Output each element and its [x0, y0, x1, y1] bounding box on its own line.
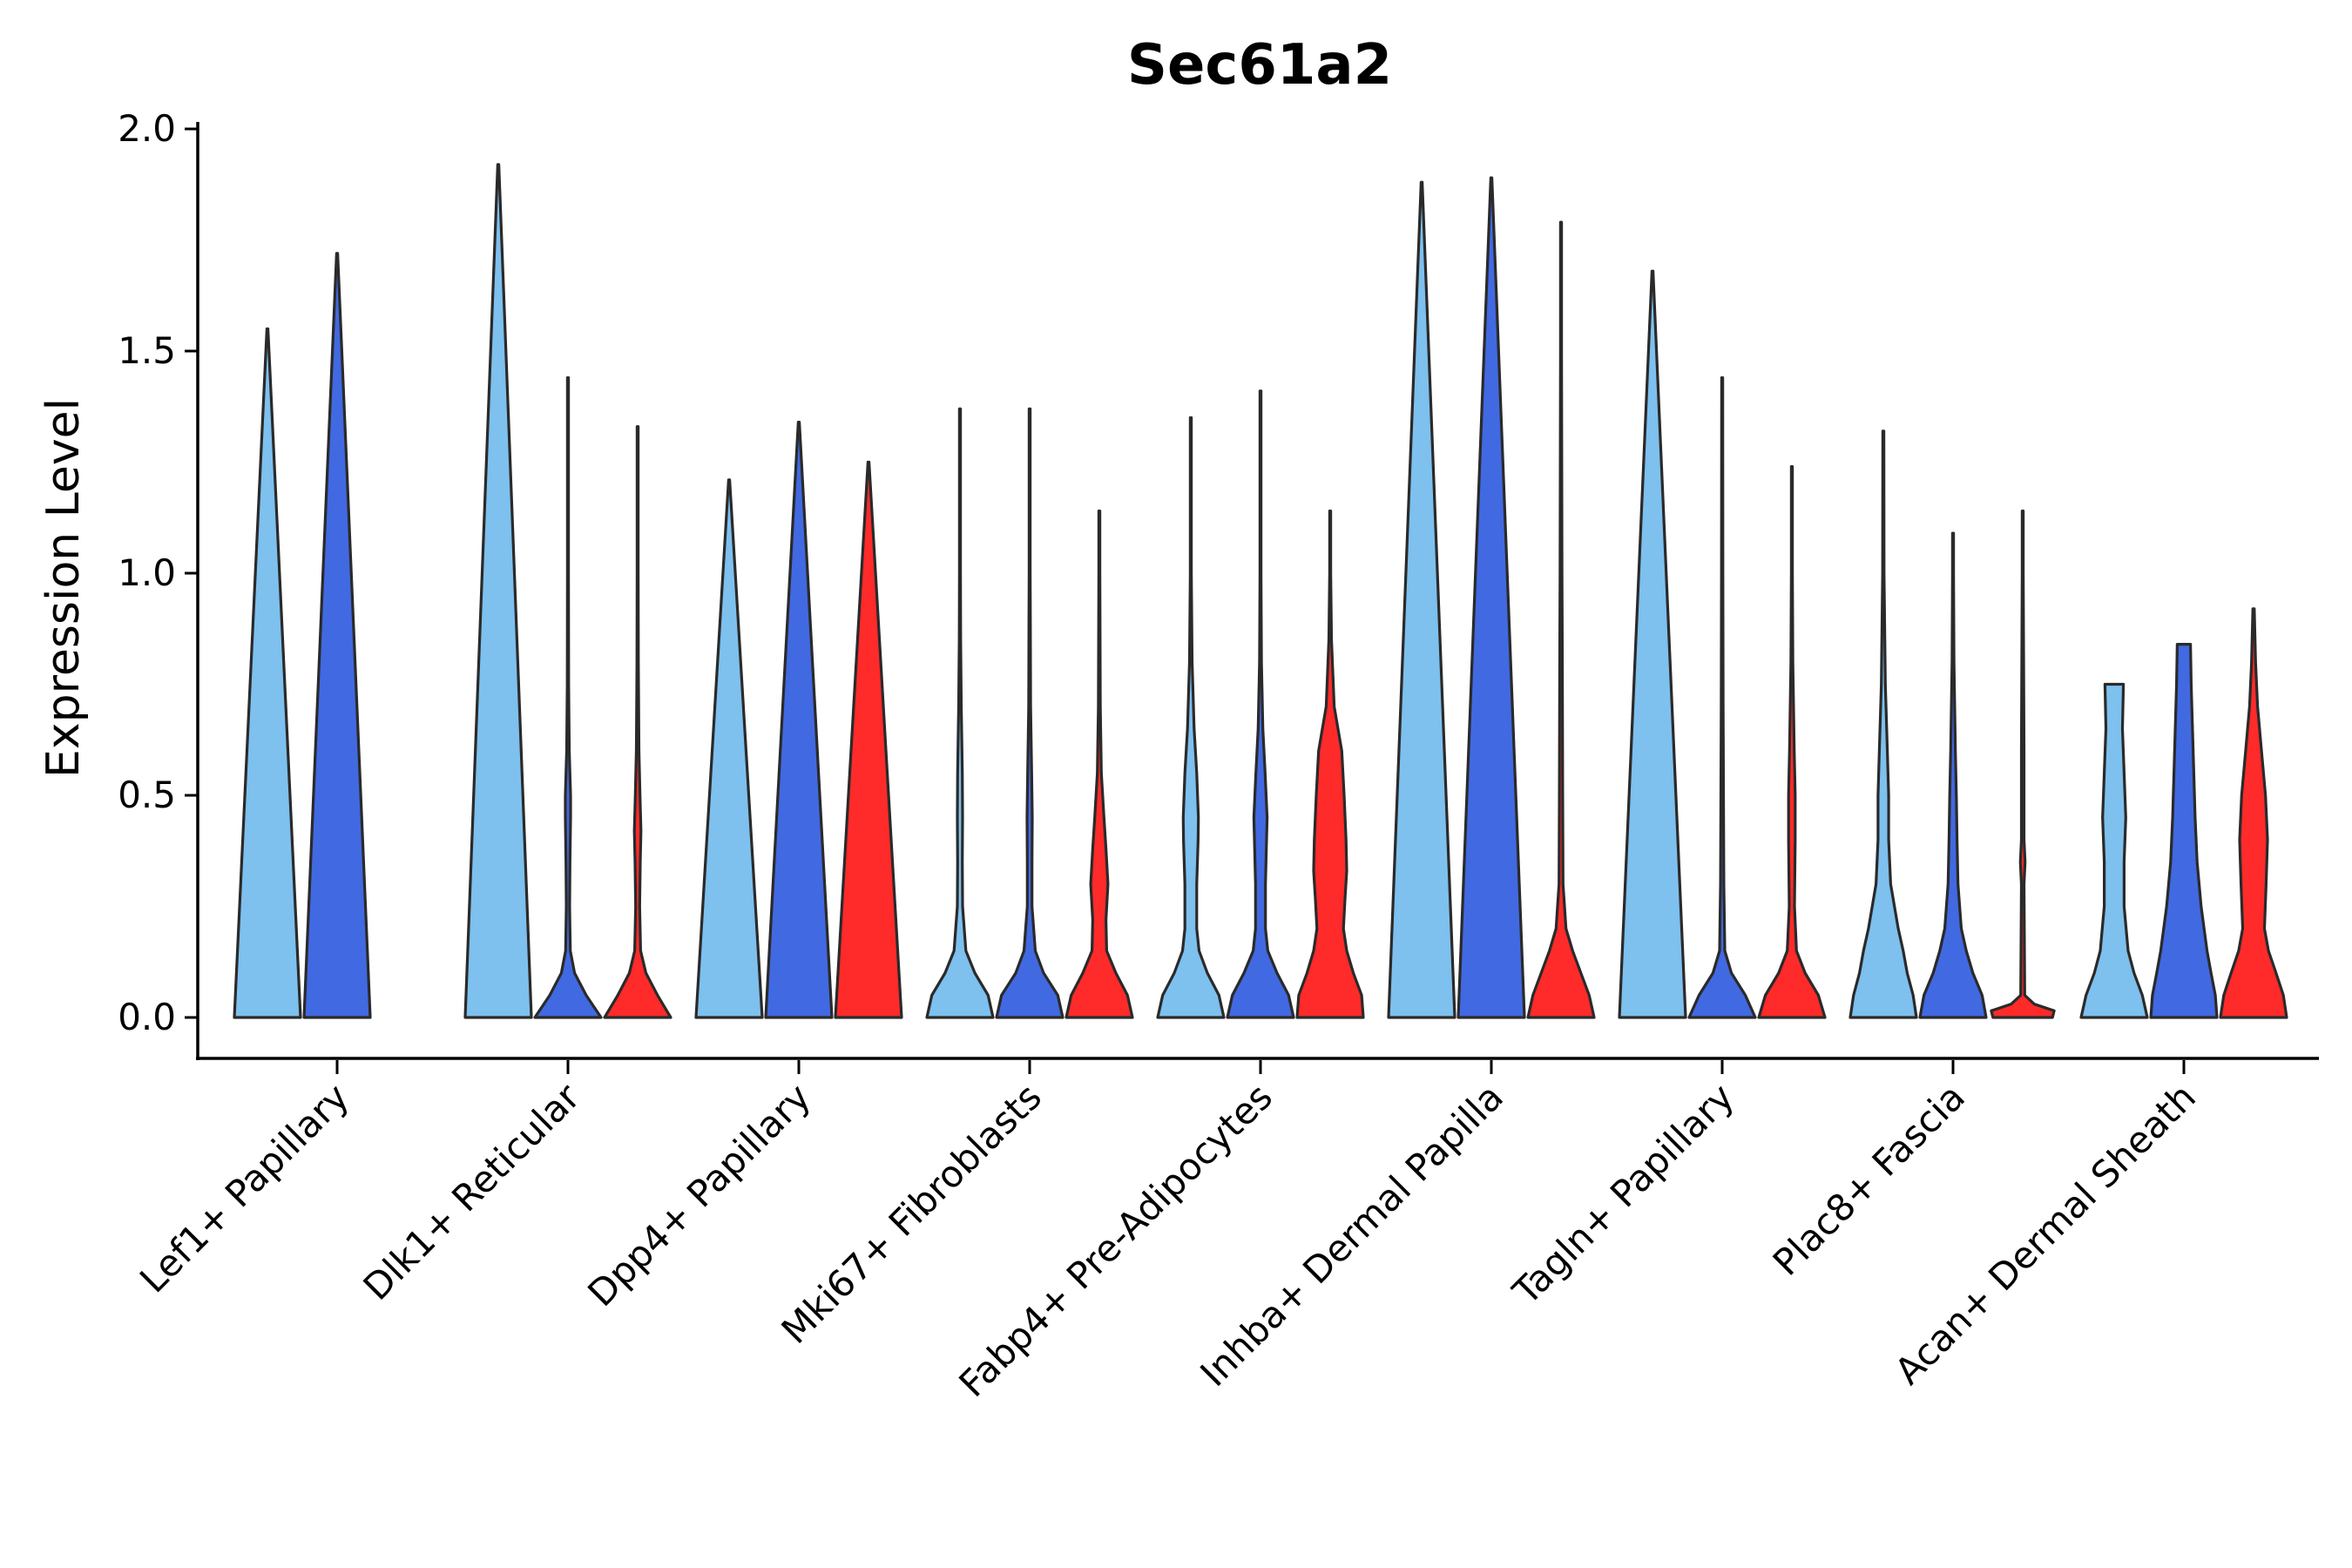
violin-0-0 [233, 327, 302, 1019]
violin-5-0 [1387, 180, 1456, 1019]
violin-7-0 [1848, 429, 1918, 1019]
y-tick-label-2: 1.0 [118, 551, 176, 594]
chart-title: Sec61a2 [1127, 33, 1392, 98]
axes [196, 122, 2319, 1060]
violin-1-0 [463, 163, 533, 1019]
y-axis-label: Expression Level [37, 398, 90, 778]
violin-2-0 [694, 478, 764, 1019]
y-tick-label-0: 0.0 [118, 996, 176, 1038]
violin-3-1 [995, 407, 1064, 1019]
violin-5-2 [1526, 220, 1596, 1019]
violin-8-0 [2079, 682, 2149, 1019]
violin-7-2 [1990, 510, 2056, 1019]
violin-8-2 [2219, 607, 2288, 1019]
y-tick-label-4: 2.0 [118, 107, 176, 150]
x-tick-label-3: Mki67+ Fibroblasts [774, 1075, 1050, 1351]
violin-6-2 [1757, 465, 1827, 1019]
violin-0-1 [302, 252, 372, 1019]
violin-1-1 [533, 376, 603, 1019]
violin-6-0 [1618, 269, 1687, 1019]
violin-layer [233, 163, 2288, 1019]
violin-8-1 [2149, 643, 2219, 1019]
y-tick-label-3: 1.5 [118, 329, 176, 372]
violin-1-2 [603, 425, 672, 1019]
violin-2-2 [834, 460, 903, 1019]
violin-5-1 [1456, 176, 1526, 1019]
x-tick-label-0: Lef1+ Papillary [132, 1075, 357, 1301]
violin-4-0 [1156, 416, 1226, 1019]
violin-2-1 [764, 421, 834, 1019]
y-tick-label-1: 0.5 [118, 774, 176, 816]
violin-4-1 [1226, 389, 1295, 1019]
x-tick-label-7: Plac8+ Fascia [1765, 1075, 1973, 1283]
violin-3-0 [925, 407, 995, 1019]
y-ticks: 0.0 0.5 1.0 1.5 2.0 [118, 107, 198, 1038]
x-tick-label-1: Dlk1+ Reticular [355, 1075, 589, 1308]
violin-7-1 [1918, 531, 1988, 1019]
violin-4-2 [1295, 510, 1365, 1019]
x-tick-label-2: Dpp4+ Papillary [579, 1075, 819, 1315]
x-tick-label-6: Tagln+ Papillary [1504, 1075, 1742, 1313]
violin-3-2 [1064, 510, 1134, 1019]
violin-6-1 [1687, 376, 1757, 1019]
